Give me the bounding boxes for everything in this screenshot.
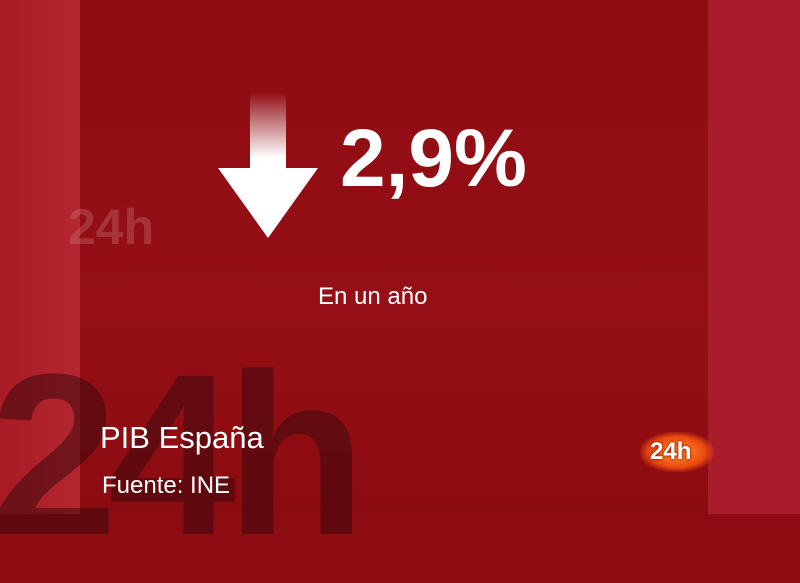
headline-value: 2,9% xyxy=(340,113,527,204)
watermark-small: 24h xyxy=(68,199,155,255)
caption-title: PIB España xyxy=(100,420,264,455)
channel-logo: 24h xyxy=(640,432,714,472)
period-label: En un año xyxy=(318,283,428,310)
left-side-panel xyxy=(0,0,80,514)
logo-text: 24h xyxy=(650,438,692,465)
down-arrow-icon xyxy=(218,92,318,238)
caption-source: Fuente: INE xyxy=(102,472,231,499)
main-panel xyxy=(80,0,708,514)
right-side-panel xyxy=(708,0,800,514)
